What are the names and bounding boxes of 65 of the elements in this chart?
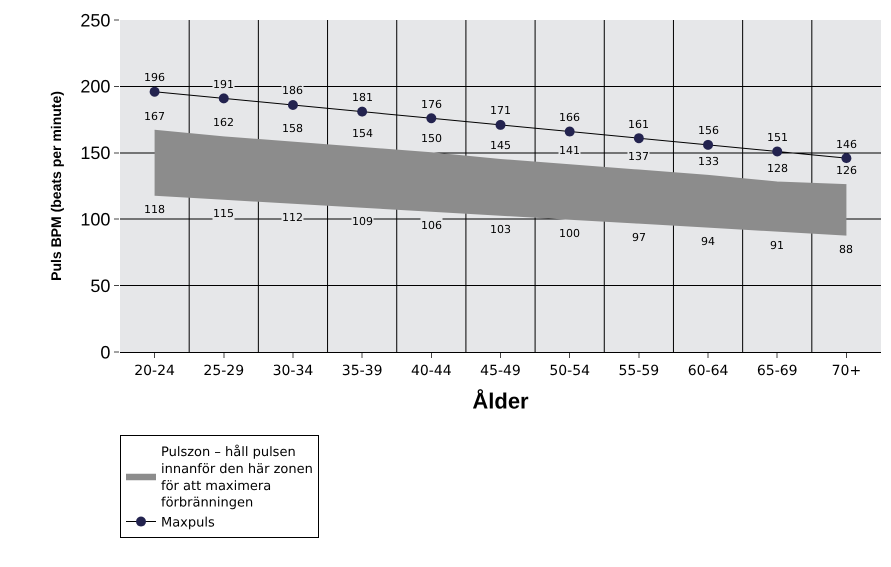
data-label: 109 bbox=[352, 215, 373, 228]
x-tick-label: 65-69 bbox=[756, 362, 798, 379]
point bbox=[218, 93, 229, 104]
data-label: 171 bbox=[490, 104, 511, 117]
data-label: 186 bbox=[282, 84, 303, 97]
data-label: 191 bbox=[213, 78, 234, 91]
x-tick-label: 60-64 bbox=[688, 362, 728, 379]
point bbox=[357, 106, 368, 117]
data-label: 154 bbox=[352, 127, 373, 140]
x-tick-label: 40-44 bbox=[410, 362, 452, 379]
legend-label: Maxpuls bbox=[161, 516, 215, 531]
x-tick-label: 50-54 bbox=[549, 362, 590, 379]
point bbox=[703, 140, 714, 150]
y-tick-label: 150 bbox=[80, 143, 110, 164]
data-label: 126 bbox=[836, 164, 857, 177]
data-label: 128 bbox=[767, 162, 788, 175]
data-label: 141 bbox=[559, 144, 580, 157]
data-label: 106 bbox=[421, 219, 442, 232]
y-tick-label: 200 bbox=[80, 76, 110, 97]
data-label: 151 bbox=[767, 131, 788, 144]
point bbox=[634, 133, 644, 144]
data-label: 100 bbox=[559, 227, 580, 240]
data-label: 112 bbox=[282, 211, 303, 224]
x-tick-label: 20-24 bbox=[134, 362, 176, 379]
data-label: 196 bbox=[144, 71, 165, 84]
data-label: 176 bbox=[421, 98, 442, 111]
data-label: 162 bbox=[213, 116, 234, 129]
data-label: 88 bbox=[839, 243, 853, 256]
y-tick-label: 0 bbox=[100, 342, 110, 362]
x-tick-label: 70+ bbox=[832, 362, 862, 379]
data-label: 166 bbox=[559, 111, 580, 124]
data-label: 118 bbox=[144, 203, 165, 216]
point bbox=[772, 146, 782, 156]
x-tick-label: 55-59 bbox=[618, 362, 660, 379]
x-axis-title: Ålder bbox=[472, 388, 530, 414]
x-tick-label: 25-29 bbox=[203, 362, 244, 379]
x-tick-label: 30-34 bbox=[272, 362, 314, 379]
y-tick-label: 100 bbox=[80, 210, 110, 230]
data-label: 91 bbox=[770, 239, 784, 252]
point bbox=[496, 120, 506, 130]
data-label: 167 bbox=[144, 110, 165, 123]
data-label: 115 bbox=[213, 207, 234, 220]
x-tick-label: 35-39 bbox=[342, 362, 382, 379]
data-label: 161 bbox=[628, 118, 649, 131]
data-label: 158 bbox=[282, 122, 303, 135]
point bbox=[426, 113, 436, 124]
data-label: 181 bbox=[352, 91, 373, 104]
data-label: 145 bbox=[490, 139, 511, 152]
point bbox=[841, 153, 852, 164]
data-label: 137 bbox=[628, 150, 649, 163]
x-tick-label: 45-49 bbox=[480, 362, 521, 379]
point bbox=[564, 126, 575, 137]
point bbox=[150, 86, 160, 97]
legend-label: Pulszon – håll pulsen innanför den här zonen för att maximera förbränningen bbox=[161, 444, 313, 511]
data-label: 97 bbox=[632, 231, 646, 244]
y-tick-label: 250 bbox=[80, 10, 110, 30]
data-label: 133 bbox=[698, 155, 719, 168]
data-label: 103 bbox=[490, 223, 511, 236]
y-tick-label: 50 bbox=[90, 276, 110, 296]
data-label: 146 bbox=[836, 138, 857, 151]
data-label: 156 bbox=[698, 124, 719, 137]
point bbox=[288, 100, 298, 110]
data-label: 150 bbox=[421, 132, 442, 145]
data-label: 94 bbox=[701, 235, 715, 248]
y-axis-title: Puls BPM (beats per minute) bbox=[48, 91, 64, 281]
